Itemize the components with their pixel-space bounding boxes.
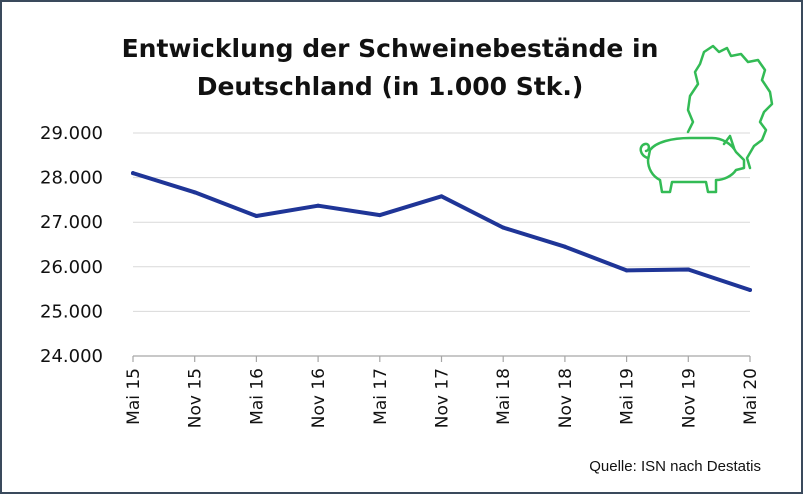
y-tick-label: 27.000	[40, 212, 103, 233]
data-point	[501, 225, 506, 230]
series-line	[131, 171, 752, 292]
y-tick-label: 25.000	[40, 301, 103, 322]
y-tick-label: 29.000	[40, 123, 103, 144]
x-tick-label: Nov 16	[309, 368, 329, 428]
x-tick-label: Mai 19	[618, 368, 638, 425]
grid-lines	[133, 132, 750, 312]
x-axis-ticks: Mai 15 Nov 15 Mai 16 Nov 16 Mai 17 Nov 17 Mai …	[124, 356, 761, 428]
x-tick-label: Nov 17	[433, 368, 453, 428]
x-tick-label: Nov 18	[556, 368, 576, 428]
x-tick-label: Mai 20	[741, 368, 761, 425]
data-point	[131, 171, 135, 176]
data-point	[316, 203, 321, 208]
x-tick-label: Mai 16	[247, 368, 267, 425]
x-tick-label: Mai 17	[371, 368, 391, 425]
data-point	[377, 213, 382, 218]
chart-title-line-2: Deutschland (in 1.000 Stk.)	[196, 72, 584, 101]
germany-outline	[686, 44, 774, 170]
pig-ear	[722, 134, 736, 150]
x-tick-label: Nov 15	[186, 368, 206, 428]
data-point	[748, 287, 752, 292]
y-tick-label: 26.000	[40, 257, 103, 278]
source-note: Quelle: ISN nach Destatis	[589, 458, 761, 475]
pig-tail	[639, 142, 651, 160]
y-tick-label: 24.000	[40, 346, 103, 367]
x-tick-label: Mai 15	[124, 368, 144, 425]
y-tick-label: 28.000	[40, 168, 103, 189]
y-axis-ticks: 24.000 25.000 26.000 27.000 28.000 29.000	[40, 123, 103, 367]
series-line-path	[131, 171, 752, 292]
pig-germany-map-icon	[639, 44, 774, 194]
x-tick-label: Mai 18	[494, 368, 514, 425]
data-point	[624, 268, 629, 273]
chart-title-line-1: Entwicklung der Schweinebestände in	[121, 34, 659, 63]
data-point	[439, 194, 444, 199]
chart-title: Entwicklung der Schweinebestände in Deut…	[110, 30, 670, 106]
pig-body	[646, 136, 746, 194]
data-point	[254, 213, 259, 218]
data-point	[562, 244, 567, 249]
data-point	[192, 190, 197, 195]
data-point	[686, 267, 691, 272]
x-tick-label: Nov 19	[679, 368, 699, 428]
